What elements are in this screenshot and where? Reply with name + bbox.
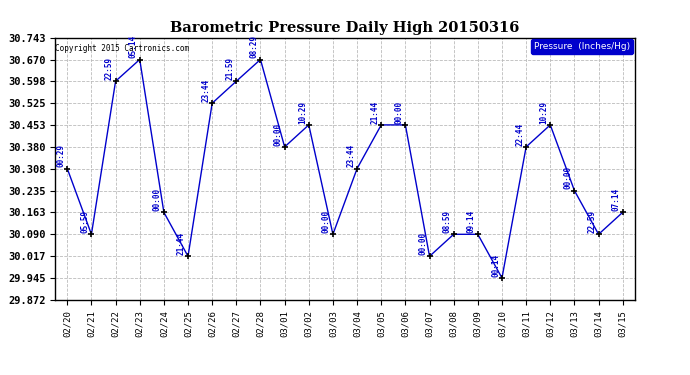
- Text: 00:29: 00:29: [57, 144, 66, 167]
- Text: 08:29: 08:29: [250, 35, 259, 58]
- Text: 00:00: 00:00: [419, 232, 428, 255]
- Text: 22:59: 22:59: [588, 210, 597, 233]
- Title: Barometric Pressure Daily High 20150316: Barometric Pressure Daily High 20150316: [170, 21, 520, 35]
- Text: 00:00: 00:00: [395, 100, 404, 124]
- Text: 05:14: 05:14: [129, 35, 138, 58]
- Text: 23:44: 23:44: [201, 79, 210, 102]
- Text: 09:14: 09:14: [467, 210, 476, 233]
- Text: 05:59: 05:59: [81, 210, 90, 233]
- Text: 00:14: 00:14: [491, 254, 500, 277]
- Text: 10:29: 10:29: [540, 100, 549, 124]
- Text: 00:00: 00:00: [274, 123, 283, 146]
- Text: 23:44: 23:44: [346, 144, 355, 167]
- Text: 00:00: 00:00: [322, 210, 331, 233]
- Text: 21:44: 21:44: [371, 100, 380, 124]
- Text: 22:44: 22:44: [515, 123, 524, 146]
- Text: 21:59: 21:59: [226, 57, 235, 80]
- Legend: Pressure  (Inches/Hg): Pressure (Inches/Hg): [531, 39, 633, 54]
- Text: 10:29: 10:29: [298, 100, 307, 124]
- Text: Copyright 2015 Cartronics.com: Copyright 2015 Cartronics.com: [55, 44, 189, 53]
- Text: 21:44: 21:44: [177, 232, 186, 255]
- Text: 00:00: 00:00: [153, 188, 162, 211]
- Text: 08:59: 08:59: [443, 210, 452, 233]
- Text: 00:00: 00:00: [564, 166, 573, 189]
- Text: 07:14: 07:14: [612, 188, 621, 211]
- Text: 22:59: 22:59: [105, 57, 114, 80]
